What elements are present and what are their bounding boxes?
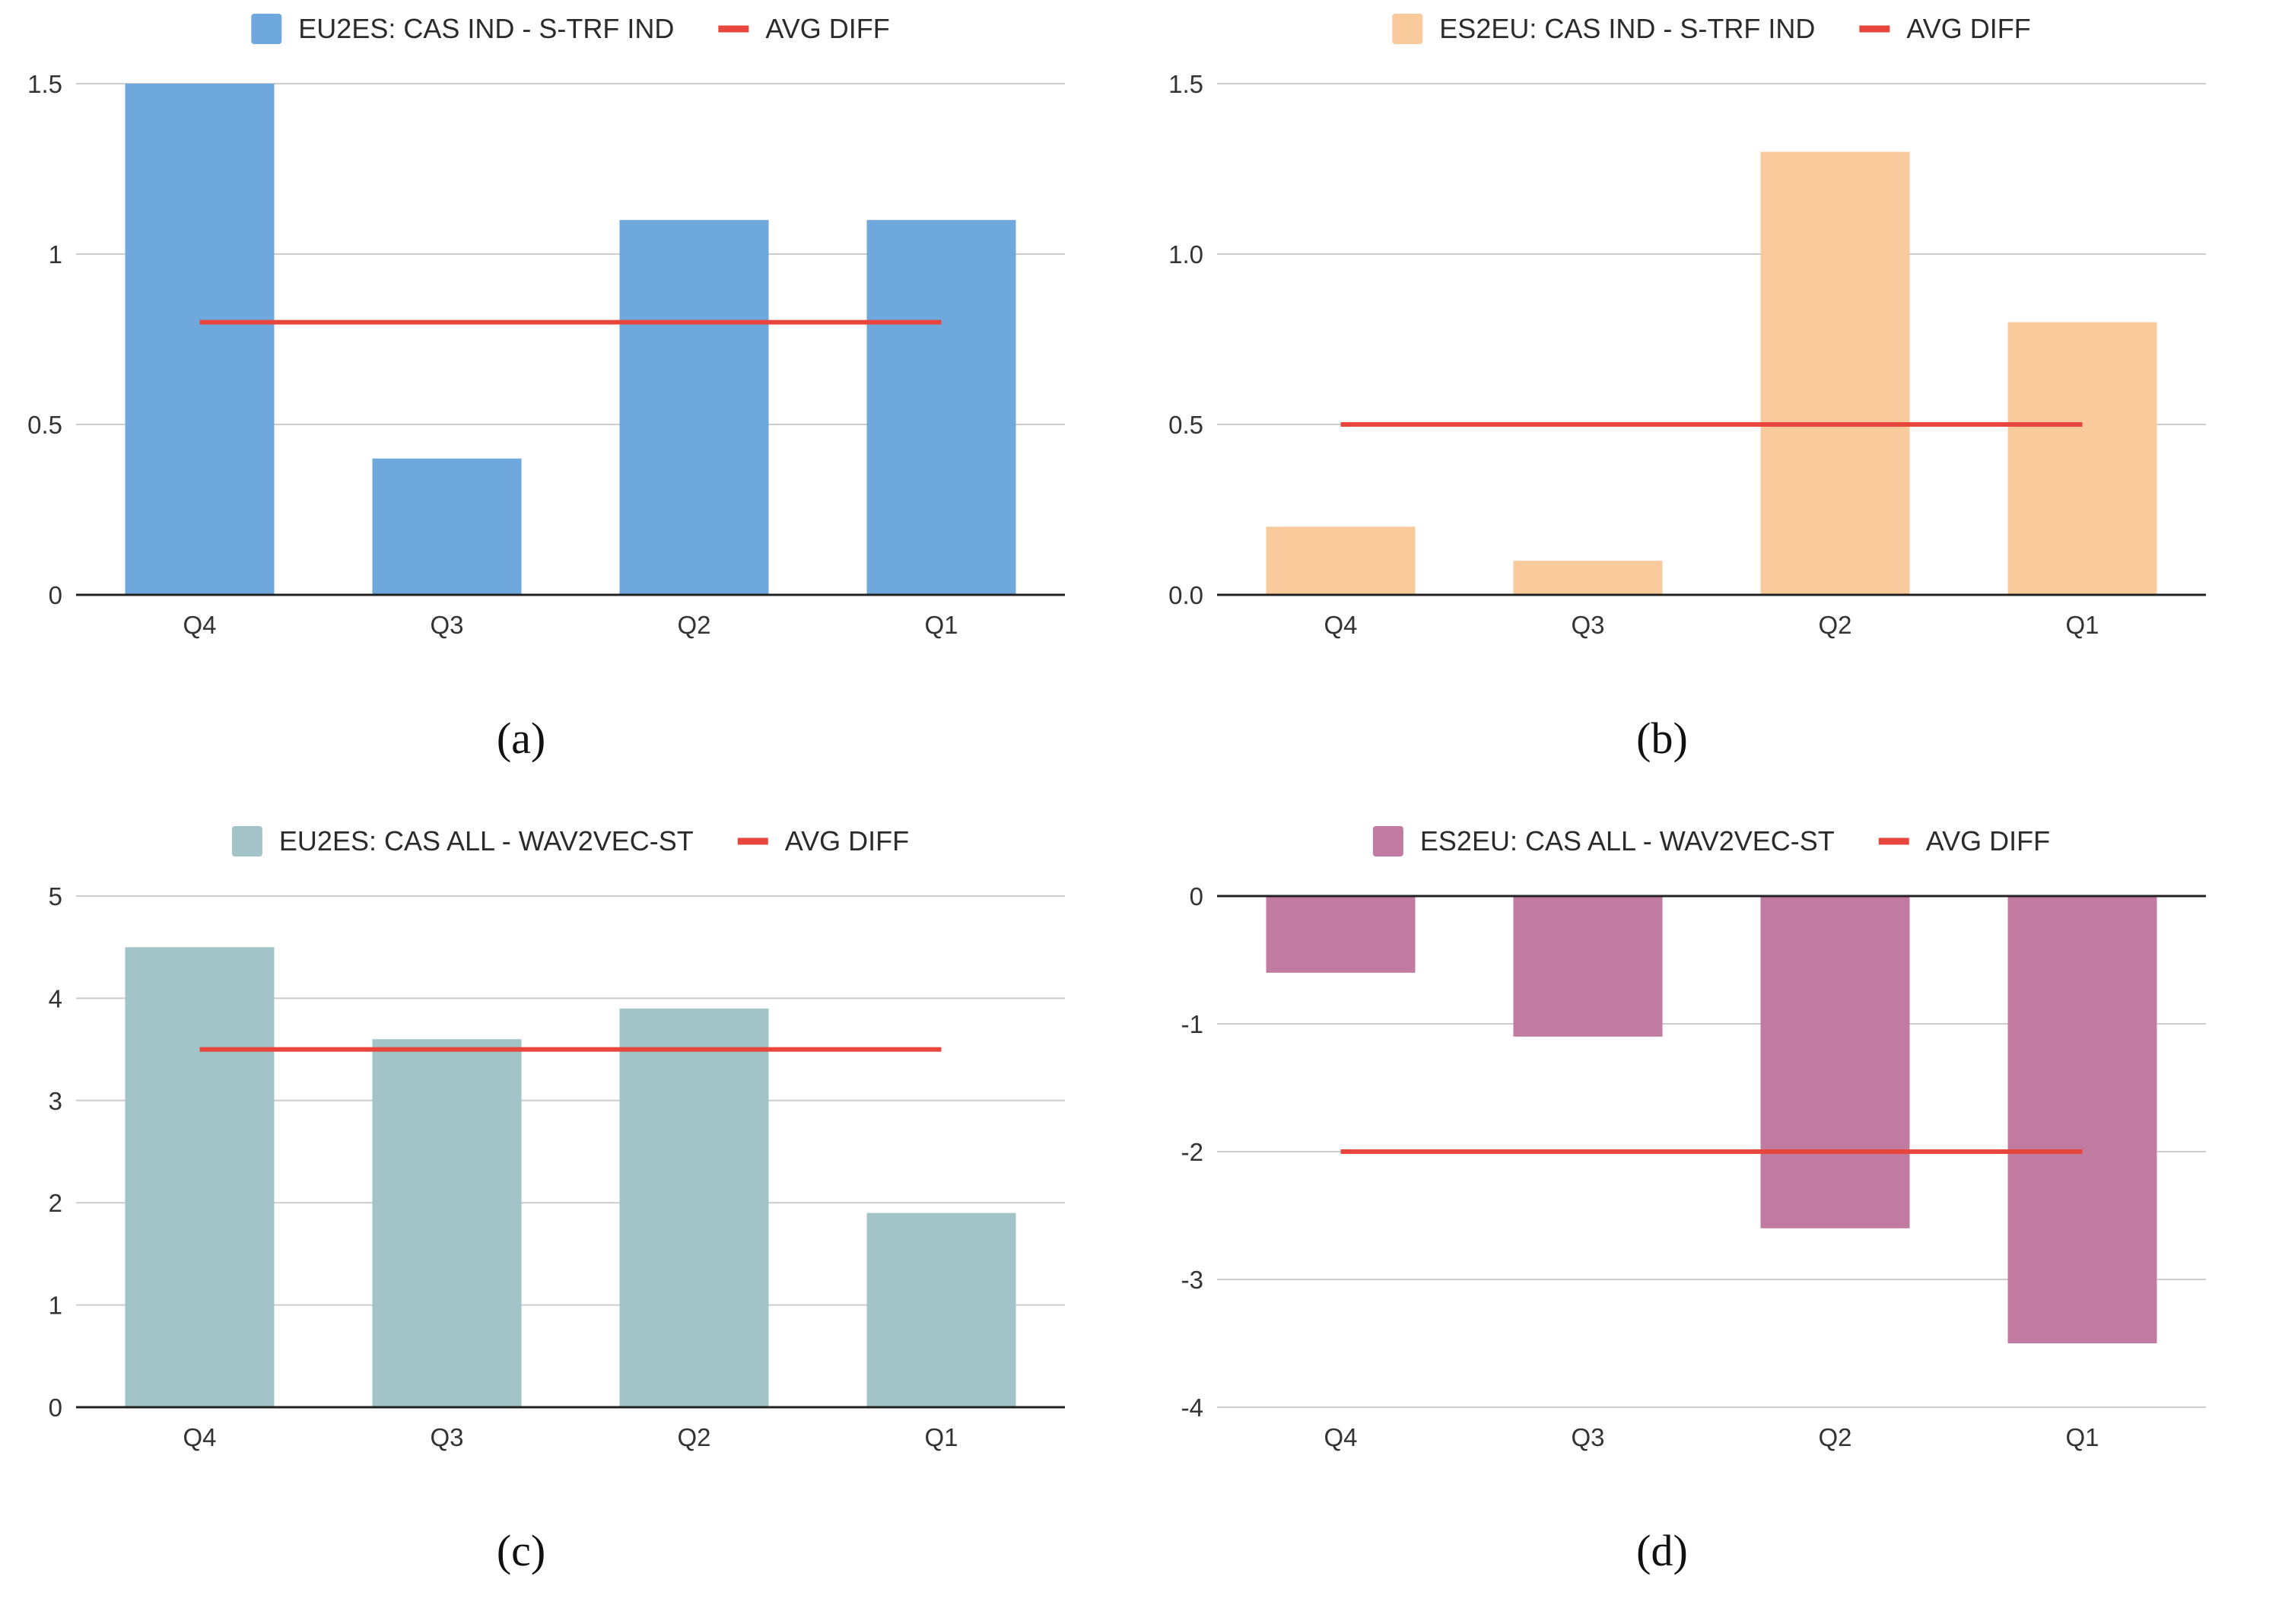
x-tick-label: Q4 xyxy=(183,611,216,639)
bar-q4 xyxy=(1266,896,1416,973)
y-tick-label: 1.0 xyxy=(1168,240,1203,269)
y-tick-label: 4 xyxy=(49,984,62,1012)
x-tick-label: Q2 xyxy=(1818,611,1851,639)
legend: EU2ES: CAS ALL - WAV2VEC-ST AVG DIFF xyxy=(231,825,909,856)
chart-c-svg: 0 1 2 3 4 5 Q4 Q3 Q2 Q1 EU2ES: CAS ALL - WAV2VEC-S… xyxy=(49,825,1065,1575)
x-tick-label: Q3 xyxy=(430,611,463,639)
legend-swatch xyxy=(1372,826,1403,856)
bar-q2 xyxy=(1760,151,1910,596)
y-tick-label: 5 xyxy=(49,882,62,911)
chart-panel-d: -4 -3 -2 -1 0 Q4 Q3 Q2 Q1 ES2EU: CAS ALL - WAV2VE… xyxy=(1141,812,2282,1622)
legend: ES2EU: CAS IND - S-TRF IND AVG DIFF xyxy=(1392,13,2031,44)
bar-q3 xyxy=(372,1039,522,1407)
y-tick-label: 1 xyxy=(49,240,62,269)
legend-avg-label: AVG DIFF xyxy=(1906,13,2030,44)
bar-q1 xyxy=(866,220,1016,595)
legend-swatch xyxy=(251,14,282,44)
bar-q1 xyxy=(2007,322,2157,595)
chart-panel-c: 0 1 2 3 4 5 Q4 Q3 Q2 Q1 EU2ES: CAS ALL - WAV2VEC-S… xyxy=(0,812,1141,1622)
y-tick-label: 3 xyxy=(49,1087,62,1115)
panel-caption: (d) xyxy=(1636,1526,1688,1575)
y-tick-label: 0 xyxy=(49,1394,62,1422)
legend: ES2EU: CAS ALL - WAV2VEC-ST AVG DIFF xyxy=(1372,825,2050,856)
x-tick-label: Q2 xyxy=(677,1423,710,1451)
y-tick-label: -1 xyxy=(1181,1010,1203,1038)
y-tick-label: 2 xyxy=(49,1189,62,1217)
bar-q4 xyxy=(125,947,275,1407)
y-tick-label: 0 xyxy=(1190,882,1203,911)
x-tick-label: Q2 xyxy=(677,611,710,639)
bar-q1 xyxy=(866,1212,1016,1407)
y-tick-label: 0.5 xyxy=(27,411,62,439)
chart-panel-a: 0 0.5 1 1.5 Q4 Q3 Q2 Q1 EU2ES: CAS IND - S-TRF I… xyxy=(0,0,1141,810)
bar-q4 xyxy=(1266,526,1416,595)
x-tick-label: Q2 xyxy=(1818,1423,1851,1451)
chart-a-svg: 0 0.5 1 1.5 Q4 Q3 Q2 Q1 EU2ES: CAS IND - S-TRF I… xyxy=(27,13,1065,763)
y-tick-label: 1 xyxy=(49,1292,62,1320)
x-tick-label: Q1 xyxy=(2065,1423,2099,1451)
bar-q1 xyxy=(2007,896,2157,1343)
y-tick-label: -2 xyxy=(1181,1138,1203,1166)
bar-q2 xyxy=(619,220,769,595)
y-tick-label: 1.5 xyxy=(1168,70,1203,98)
legend-series-label: EU2ES: CAS IND - S-TRF IND xyxy=(298,13,674,44)
bar-q2 xyxy=(619,1008,769,1407)
chart-panel-b: 0.0 0.5 1.0 1.5 Q4 Q3 Q2 Q1 ES2EU: CAS IND - S-T… xyxy=(1141,0,2282,810)
legend-avg-label: AVG DIFF xyxy=(765,13,889,44)
legend-series-label: ES2EU: CAS IND - S-TRF IND xyxy=(1439,13,1815,44)
bar-q3 xyxy=(1513,896,1663,1037)
x-tick-label: Q3 xyxy=(1571,611,1604,639)
chart-d-svg: -4 -3 -2 -1 0 Q4 Q3 Q2 Q1 ES2EU: CAS ALL - WAV2VE… xyxy=(1181,825,2206,1575)
y-tick-label: -4 xyxy=(1181,1394,1203,1422)
legend-avg-label: AVG DIFF xyxy=(785,825,909,856)
panel-caption: (c) xyxy=(497,1526,545,1575)
legend: EU2ES: CAS IND - S-TRF IND AVG DIFF xyxy=(251,13,890,44)
x-tick-label: Q4 xyxy=(1324,611,1357,639)
y-tick-label: 0.0 xyxy=(1168,581,1203,609)
legend-swatch xyxy=(1392,14,1423,44)
y-tick-label: 0 xyxy=(49,581,62,609)
bar-q3 xyxy=(1513,561,1663,595)
legend-series-label: ES2EU: CAS ALL - WAV2VEC-ST xyxy=(1420,825,1835,856)
x-tick-label: Q1 xyxy=(924,611,958,639)
x-tick-label: Q3 xyxy=(1571,1423,1604,1451)
bar-q4 xyxy=(125,84,275,595)
panel-caption: (a) xyxy=(497,713,545,763)
bar-q3 xyxy=(372,458,522,595)
chart-b-svg: 0.0 0.5 1.0 1.5 Q4 Q3 Q2 Q1 ES2EU: CAS IND - S-T… xyxy=(1168,13,2206,763)
legend-series-label: EU2ES: CAS ALL - WAV2VEC-ST xyxy=(279,825,694,856)
x-tick-label: Q4 xyxy=(1324,1423,1357,1451)
x-tick-label: Q1 xyxy=(924,1423,958,1451)
legend-avg-label: AVG DIFF xyxy=(1926,825,2050,856)
panel-caption: (b) xyxy=(1636,713,1688,763)
x-tick-label: Q1 xyxy=(2065,611,2099,639)
y-tick-label: 0.5 xyxy=(1168,411,1203,439)
bar-q2 xyxy=(1760,896,1910,1228)
y-tick-label: -3 xyxy=(1181,1266,1203,1294)
x-tick-label: Q3 xyxy=(430,1423,463,1451)
legend-swatch xyxy=(231,826,262,856)
y-tick-label: 1.5 xyxy=(27,70,62,98)
x-tick-label: Q4 xyxy=(183,1423,216,1451)
